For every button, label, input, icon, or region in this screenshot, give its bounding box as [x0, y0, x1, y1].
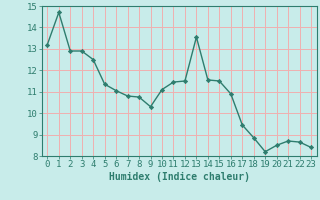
X-axis label: Humidex (Indice chaleur): Humidex (Indice chaleur): [109, 172, 250, 182]
